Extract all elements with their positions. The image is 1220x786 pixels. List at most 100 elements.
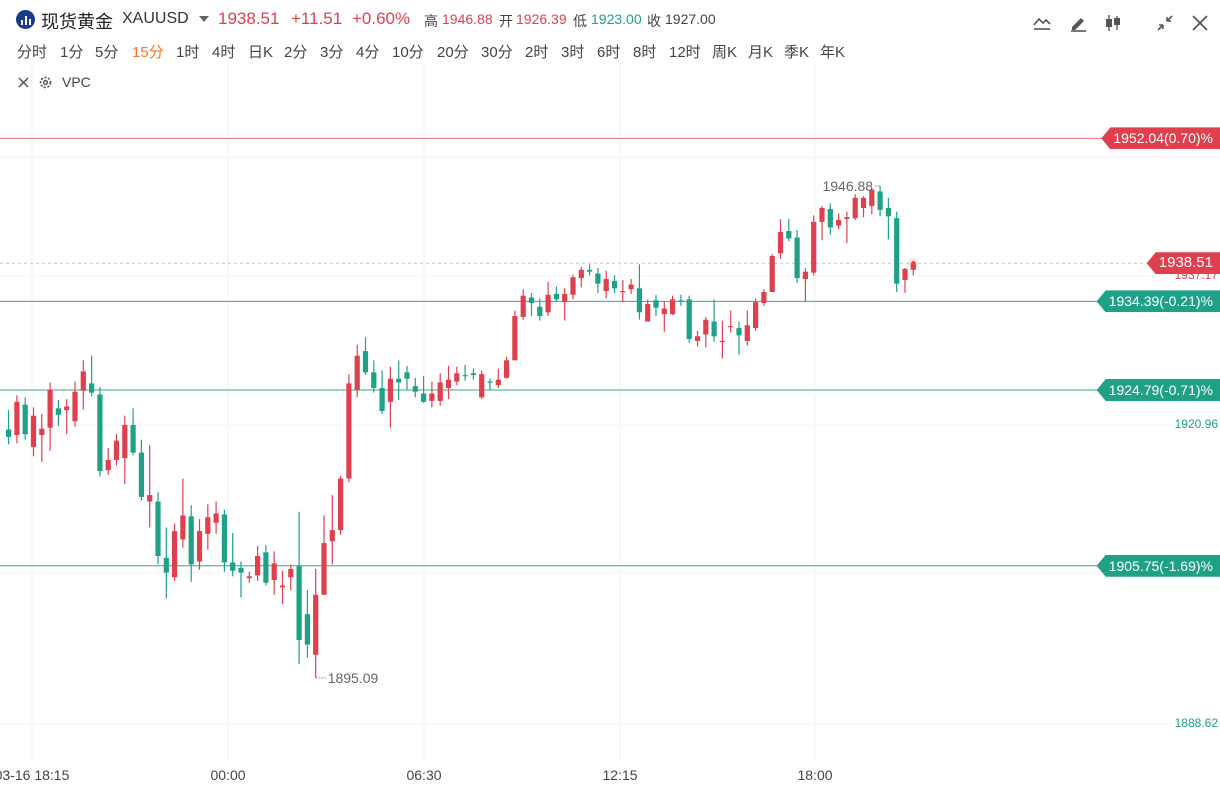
period-tab[interactable]: 1分 bbox=[60, 44, 84, 61]
candle[interactable] bbox=[462, 364, 468, 381]
candle[interactable] bbox=[122, 415, 128, 484]
candle[interactable] bbox=[470, 368, 476, 380]
candle[interactable] bbox=[885, 197, 891, 240]
candle[interactable] bbox=[138, 439, 144, 501]
candle[interactable] bbox=[844, 211, 850, 244]
chevron-down-icon[interactable] bbox=[199, 16, 209, 22]
candle[interactable] bbox=[661, 301, 667, 332]
candle[interactable] bbox=[819, 206, 825, 241]
candlestick-icon[interactable] bbox=[1100, 11, 1126, 35]
gear-icon[interactable] bbox=[38, 75, 53, 90]
candle[interactable] bbox=[836, 213, 842, 230]
candle[interactable] bbox=[387, 366, 393, 428]
candle[interactable] bbox=[670, 295, 676, 316]
period-tab[interactable]: 2分 bbox=[284, 44, 308, 61]
period-tab[interactable]: 5分 bbox=[95, 44, 119, 61]
candle[interactable] bbox=[537, 298, 543, 321]
period-tab[interactable]: 周K bbox=[712, 44, 738, 61]
candle[interactable] bbox=[678, 294, 684, 306]
candle[interactable] bbox=[479, 370, 485, 400]
candle[interactable] bbox=[379, 370, 385, 414]
candle[interactable] bbox=[902, 268, 908, 293]
candle[interactable] bbox=[487, 378, 493, 390]
candle[interactable] bbox=[860, 196, 867, 218]
pencil-icon[interactable] bbox=[1065, 11, 1091, 35]
close-icon[interactable] bbox=[1187, 11, 1213, 35]
candle[interactable] bbox=[587, 264, 593, 276]
candle[interactable] bbox=[263, 544, 269, 586]
period-tab[interactable]: 6时 bbox=[597, 44, 621, 61]
candle[interactable] bbox=[221, 509, 227, 572]
collapse-icon[interactable] bbox=[1152, 11, 1178, 35]
candle[interactable] bbox=[362, 337, 369, 376]
close-icon[interactable] bbox=[18, 76, 29, 88]
candle[interactable] bbox=[412, 377, 418, 398]
candle[interactable] bbox=[595, 268, 601, 293]
candle[interactable] bbox=[570, 274, 576, 300]
candle[interactable] bbox=[694, 330, 701, 347]
candle[interactable] bbox=[437, 373, 443, 406]
period-tab[interactable]: 月K bbox=[748, 44, 774, 61]
candle[interactable] bbox=[105, 448, 111, 475]
candle[interactable] bbox=[22, 397, 28, 440]
candle[interactable] bbox=[894, 211, 900, 292]
candle[interactable] bbox=[196, 519, 203, 570]
candle[interactable] bbox=[213, 501, 219, 534]
candle[interactable] bbox=[495, 368, 501, 388]
line-chart-icon[interactable] bbox=[1029, 11, 1055, 35]
candle[interactable] bbox=[371, 360, 377, 393]
candle[interactable] bbox=[130, 408, 136, 456]
candle[interactable] bbox=[188, 505, 194, 582]
instrument-symbol[interactable]: XAUUSD bbox=[122, 10, 189, 27]
candle[interactable] bbox=[711, 299, 717, 342]
candle[interactable] bbox=[628, 279, 634, 294]
candle[interactable] bbox=[172, 523, 178, 581]
candle[interactable] bbox=[64, 399, 70, 435]
period-tab[interactable]: 分时 bbox=[17, 44, 48, 61]
period-tab[interactable]: 12时 bbox=[669, 44, 701, 61]
period-tab[interactable]: 30分 bbox=[481, 44, 513, 61]
candle[interactable] bbox=[80, 360, 86, 410]
candle[interactable] bbox=[97, 387, 103, 477]
candle[interactable] bbox=[55, 400, 61, 426]
candle[interactable] bbox=[852, 194, 858, 220]
candle[interactable] bbox=[553, 286, 559, 302]
candle[interactable] bbox=[645, 299, 651, 322]
period-tab[interactable]: 20分 bbox=[437, 44, 469, 61]
candle[interactable] bbox=[279, 570, 286, 604]
period-tab[interactable]: 10分 bbox=[392, 44, 424, 61]
candle[interactable] bbox=[686, 295, 692, 343]
candle[interactable] bbox=[246, 571, 252, 583]
period-tab[interactable]: 15分 bbox=[132, 44, 164, 61]
candle[interactable] bbox=[429, 381, 435, 408]
candle[interactable] bbox=[14, 395, 20, 444]
period-tab[interactable]: 3分 bbox=[320, 44, 344, 61]
candle[interactable] bbox=[528, 292, 535, 316]
candle[interactable] bbox=[620, 280, 626, 303]
candle[interactable] bbox=[30, 407, 37, 457]
candle[interactable] bbox=[346, 374, 352, 483]
candle[interactable] bbox=[802, 268, 808, 302]
candle[interactable] bbox=[354, 344, 360, 398]
candle[interactable] bbox=[504, 356, 510, 379]
candle[interactable] bbox=[396, 360, 402, 400]
candle[interactable] bbox=[728, 310, 734, 333]
candle[interactable] bbox=[113, 434, 120, 466]
candle[interactable] bbox=[338, 475, 344, 535]
period-tab[interactable]: 1时 bbox=[176, 44, 200, 61]
candle[interactable] bbox=[329, 495, 335, 565]
candle[interactable] bbox=[653, 294, 659, 316]
candle[interactable] bbox=[719, 320, 725, 359]
candle[interactable] bbox=[321, 515, 327, 595]
candle[interactable] bbox=[445, 365, 452, 400]
candle[interactable] bbox=[744, 310, 750, 346]
candle[interactable] bbox=[520, 289, 526, 320]
candle[interactable] bbox=[636, 264, 642, 320]
candle[interactable] bbox=[611, 275, 618, 293]
candle[interactable] bbox=[454, 366, 460, 386]
candle[interactable] bbox=[47, 382, 53, 451]
candle[interactable] bbox=[777, 219, 784, 259]
candle[interactable] bbox=[72, 381, 78, 427]
candle[interactable] bbox=[155, 492, 161, 565]
